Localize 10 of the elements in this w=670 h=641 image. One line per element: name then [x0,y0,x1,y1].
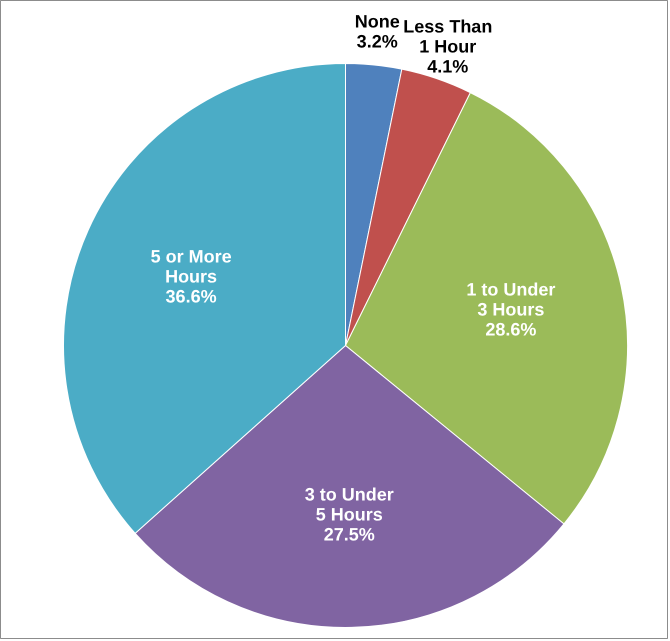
slice-label: 5 or More Hours [150,246,232,286]
data-label: 4.1% [427,56,468,77]
slice-label: 1 to Under 3 Hours [466,280,556,320]
slice-label: None [354,11,400,32]
slice-label: Less Than 1 Hour [403,16,492,57]
data-label: 36.6% [166,286,217,306]
slice-label: 3 to Under 5 Hours [304,484,394,525]
data-label: 3.2% [356,31,398,52]
data-label: 28.6% [485,320,536,340]
data-label: 27.5% [324,524,375,545]
